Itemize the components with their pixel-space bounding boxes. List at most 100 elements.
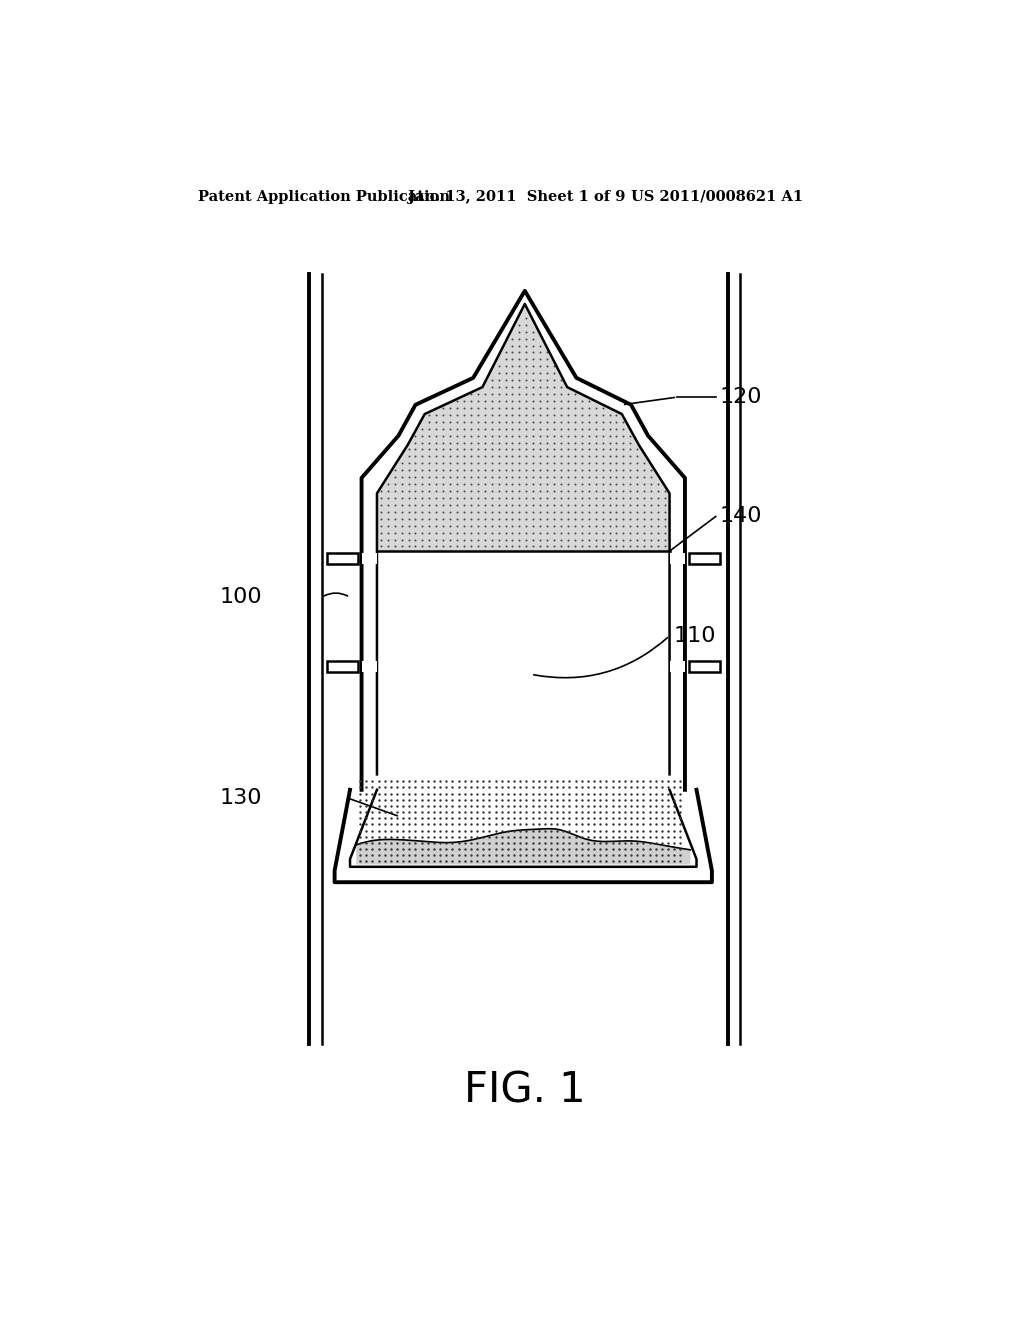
Point — [504, 418, 520, 440]
Point — [588, 474, 604, 495]
Point — [580, 777, 596, 799]
Point — [555, 814, 571, 836]
Point — [566, 480, 583, 502]
Point — [518, 446, 535, 467]
Point — [546, 418, 562, 440]
Point — [463, 833, 479, 854]
Point — [414, 480, 430, 502]
Point — [553, 480, 569, 502]
Point — [494, 851, 510, 873]
Point — [580, 820, 596, 841]
Point — [608, 474, 625, 495]
Point — [604, 814, 621, 836]
Point — [567, 845, 584, 866]
Point — [650, 515, 667, 536]
Point — [555, 808, 571, 829]
Point — [420, 796, 436, 817]
Point — [451, 783, 467, 804]
Point — [487, 783, 504, 804]
Point — [592, 796, 608, 817]
Point — [408, 487, 424, 508]
Point — [470, 418, 486, 440]
Polygon shape — [377, 304, 670, 552]
Point — [435, 459, 452, 480]
Point — [449, 412, 465, 433]
Point — [451, 838, 467, 859]
Point — [629, 838, 645, 859]
Point — [560, 397, 577, 418]
Point — [592, 845, 608, 866]
Point — [457, 808, 473, 829]
Point — [518, 474, 535, 495]
Point — [469, 801, 485, 822]
Point — [553, 467, 569, 488]
Point — [490, 480, 507, 502]
Point — [371, 777, 387, 799]
Point — [442, 432, 459, 453]
Point — [543, 783, 559, 804]
Point — [594, 418, 610, 440]
Point — [518, 783, 535, 804]
Point — [428, 480, 444, 502]
Point — [610, 808, 627, 829]
Point — [456, 529, 472, 550]
Point — [592, 826, 608, 847]
Point — [647, 777, 664, 799]
Point — [511, 412, 527, 433]
Point — [629, 467, 645, 488]
Bar — [670, 661, 685, 672]
Point — [393, 529, 410, 550]
Point — [476, 432, 493, 453]
Point — [506, 814, 522, 836]
Point — [539, 515, 555, 536]
Point — [408, 826, 424, 847]
Point — [518, 342, 535, 363]
Point — [635, 820, 651, 841]
Point — [373, 508, 389, 529]
Point — [598, 783, 614, 804]
Point — [592, 814, 608, 836]
Point — [457, 814, 473, 836]
Point — [469, 808, 485, 829]
Point — [604, 845, 621, 866]
Point — [539, 453, 555, 474]
Point — [553, 376, 569, 397]
Point — [500, 796, 516, 817]
Point — [511, 370, 527, 391]
Point — [408, 808, 424, 829]
Point — [539, 384, 555, 405]
Point — [498, 480, 514, 502]
Point — [389, 833, 406, 854]
Point — [475, 838, 492, 859]
Point — [463, 796, 479, 817]
Point — [457, 851, 473, 873]
Point — [365, 801, 381, 822]
Point — [414, 777, 430, 799]
Point — [650, 480, 667, 502]
Point — [358, 820, 375, 841]
Point — [635, 851, 651, 873]
Point — [504, 508, 520, 529]
Point — [400, 480, 417, 502]
Point — [408, 467, 424, 488]
Point — [553, 523, 569, 544]
Point — [475, 833, 492, 854]
Point — [511, 487, 527, 508]
Point — [623, 783, 639, 804]
Point — [483, 487, 500, 508]
Point — [449, 397, 465, 418]
Point — [426, 801, 442, 822]
Point — [414, 446, 430, 467]
Point — [470, 515, 486, 536]
Polygon shape — [356, 829, 690, 865]
Point — [475, 771, 492, 792]
Point — [386, 495, 402, 516]
Point — [476, 508, 493, 529]
Point — [604, 826, 621, 847]
Point — [432, 845, 449, 866]
Point — [623, 796, 639, 817]
Point — [608, 418, 625, 440]
Point — [494, 826, 510, 847]
Point — [506, 826, 522, 847]
Point — [629, 474, 645, 495]
